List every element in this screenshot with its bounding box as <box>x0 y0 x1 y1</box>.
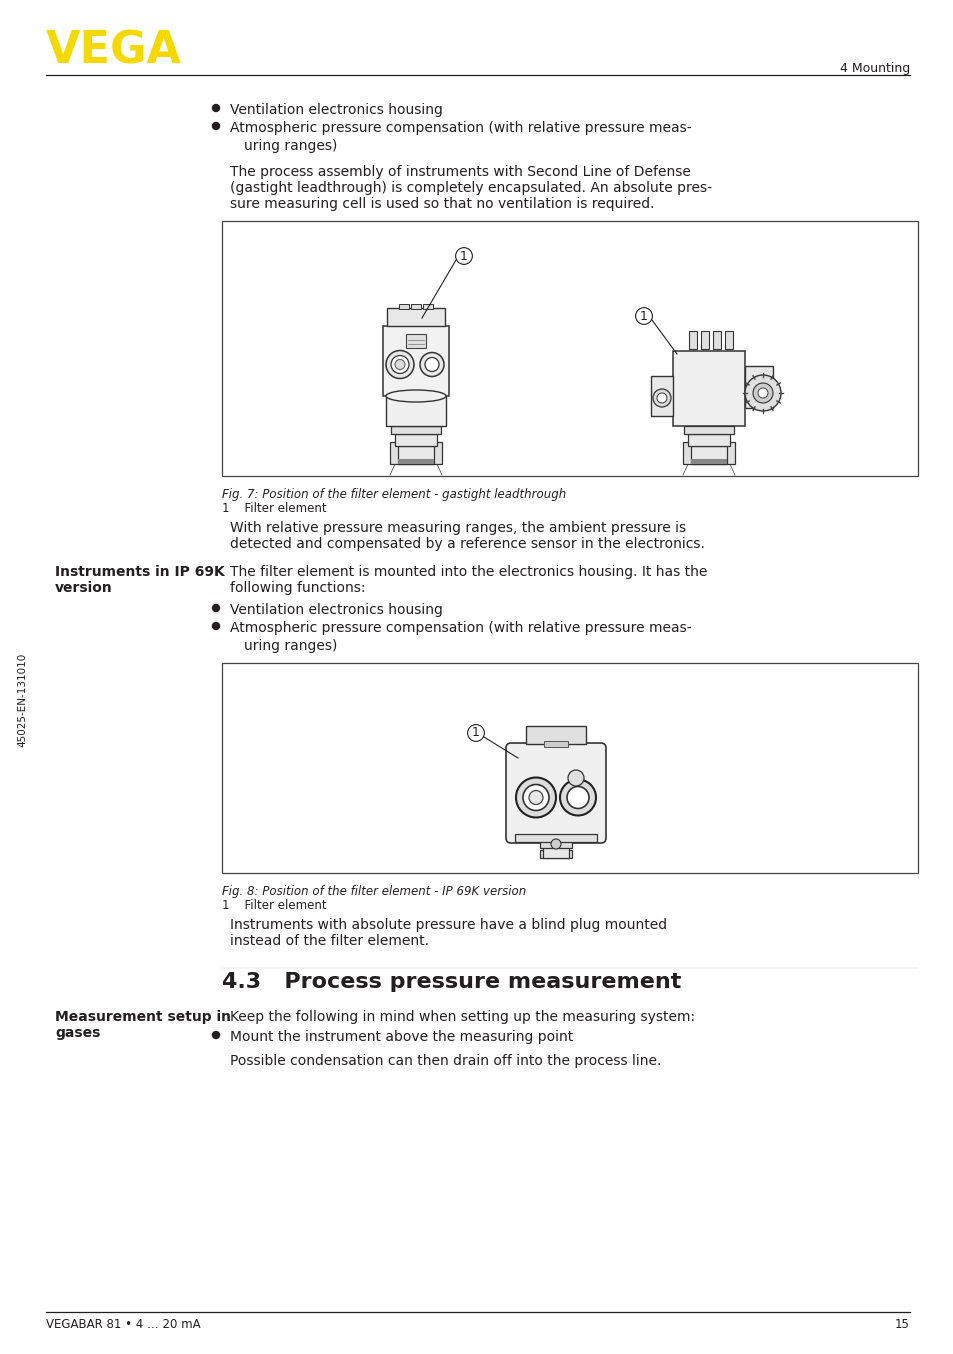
Text: The filter element is mounted into the electronics housing. It has the: The filter element is mounted into the e… <box>230 565 706 580</box>
Bar <box>422 305 433 309</box>
Bar <box>687 435 729 445</box>
Text: Possible condensation can then drain off into the process line.: Possible condensation can then drain off… <box>230 1053 660 1068</box>
Text: 15: 15 <box>894 1317 909 1331</box>
Text: (gastight leadthrough) is completely encapsulated. An absolute pres-: (gastight leadthrough) is completely enc… <box>230 181 711 195</box>
Text: 4.3   Process pressure measurement: 4.3 Process pressure measurement <box>222 972 680 992</box>
Circle shape <box>213 623 219 630</box>
Text: 1: 1 <box>639 310 647 322</box>
Bar <box>387 307 444 326</box>
Bar <box>222 663 917 873</box>
Text: Instruments with absolute pressure have a blind plug mounted: Instruments with absolute pressure have … <box>230 918 666 932</box>
Circle shape <box>213 104 219 111</box>
Circle shape <box>391 356 409 374</box>
Text: following functions:: following functions: <box>230 581 365 594</box>
Text: Ventilation electronics housing: Ventilation electronics housing <box>230 603 442 617</box>
Bar <box>672 351 744 427</box>
Ellipse shape <box>386 390 446 402</box>
Bar <box>390 441 441 464</box>
Text: gases: gases <box>55 1026 100 1040</box>
Text: Keep the following in mind when setting up the measuring system:: Keep the following in mind when setting … <box>230 1010 695 1024</box>
Text: Measurement setup in: Measurement setup in <box>55 1010 231 1024</box>
Bar <box>391 427 440 435</box>
Text: 45025-EN-131010: 45025-EN-131010 <box>17 653 27 747</box>
Bar <box>222 221 917 477</box>
Bar <box>724 330 732 349</box>
Bar <box>690 459 726 464</box>
Bar <box>543 741 567 747</box>
Circle shape <box>559 780 596 815</box>
Bar <box>382 326 449 395</box>
Circle shape <box>566 787 588 808</box>
Text: version: version <box>55 581 112 594</box>
Bar <box>700 330 708 349</box>
Text: 1    Filter element: 1 Filter element <box>222 899 326 913</box>
Text: Atmospheric pressure compensation (with relative pressure meas-: Atmospheric pressure compensation (with … <box>230 121 691 135</box>
Circle shape <box>652 389 670 408</box>
Text: 1: 1 <box>459 249 468 263</box>
Circle shape <box>744 375 781 412</box>
Text: sure measuring cell is used so that no ventilation is required.: sure measuring cell is used so that no v… <box>230 196 654 211</box>
Text: 1    Filter element: 1 Filter element <box>222 502 326 515</box>
Bar <box>712 330 720 349</box>
Text: Mount the instrument above the measuring point: Mount the instrument above the measuring… <box>230 1030 573 1044</box>
Text: Fig. 8: Position of the filter element - IP 69K version: Fig. 8: Position of the filter element -… <box>222 886 526 898</box>
Text: The process assembly of instruments with Second Line of Defense: The process assembly of instruments with… <box>230 165 690 179</box>
Bar <box>397 445 434 464</box>
Bar <box>406 334 426 348</box>
Circle shape <box>522 784 548 811</box>
Bar <box>395 435 436 445</box>
Bar <box>542 846 568 858</box>
Circle shape <box>213 1032 219 1039</box>
Bar <box>398 305 409 309</box>
Bar <box>650 376 672 416</box>
Circle shape <box>419 352 443 376</box>
Text: With relative pressure measuring ranges, the ambient pressure is: With relative pressure measuring ranges,… <box>230 521 685 535</box>
Text: detected and compensated by a reference sensor in the electronics.: detected and compensated by a reference … <box>230 538 704 551</box>
FancyBboxPatch shape <box>505 743 605 844</box>
Text: Fig. 7: Position of the filter element - gastight leadthrough: Fig. 7: Position of the filter element -… <box>222 487 566 501</box>
Circle shape <box>395 360 405 370</box>
Circle shape <box>386 351 414 379</box>
Bar <box>688 330 697 349</box>
Bar <box>539 838 572 848</box>
Text: Atmospheric pressure compensation (with relative pressure meas-: Atmospheric pressure compensation (with … <box>230 621 691 635</box>
Circle shape <box>213 604 219 612</box>
Circle shape <box>567 770 583 787</box>
Bar <box>386 395 446 427</box>
Text: uring ranges): uring ranges) <box>244 139 337 153</box>
Bar <box>690 445 726 464</box>
Bar <box>525 726 585 743</box>
Circle shape <box>657 393 666 403</box>
Bar <box>539 850 572 858</box>
Text: 1: 1 <box>472 727 479 739</box>
Circle shape <box>752 383 772 403</box>
Circle shape <box>424 357 438 371</box>
Text: uring ranges): uring ranges) <box>244 639 337 653</box>
Circle shape <box>213 122 219 130</box>
Circle shape <box>551 839 560 849</box>
Text: Instruments in IP 69K: Instruments in IP 69K <box>55 565 225 580</box>
Bar <box>411 305 420 309</box>
Bar <box>744 366 772 408</box>
Bar <box>397 459 434 464</box>
Text: instead of the filter element.: instead of the filter element. <box>230 934 429 948</box>
Circle shape <box>516 777 556 818</box>
Circle shape <box>758 389 767 398</box>
Text: VEGA: VEGA <box>46 30 182 73</box>
Text: VEGABAR 81 • 4 … 20 mA: VEGABAR 81 • 4 … 20 mA <box>46 1317 200 1331</box>
Circle shape <box>529 791 542 804</box>
Text: Ventilation electronics housing: Ventilation electronics housing <box>230 103 442 116</box>
Text: 4 Mounting: 4 Mounting <box>839 62 909 74</box>
Bar <box>515 834 597 842</box>
Bar <box>683 427 733 435</box>
Bar <box>682 441 734 464</box>
